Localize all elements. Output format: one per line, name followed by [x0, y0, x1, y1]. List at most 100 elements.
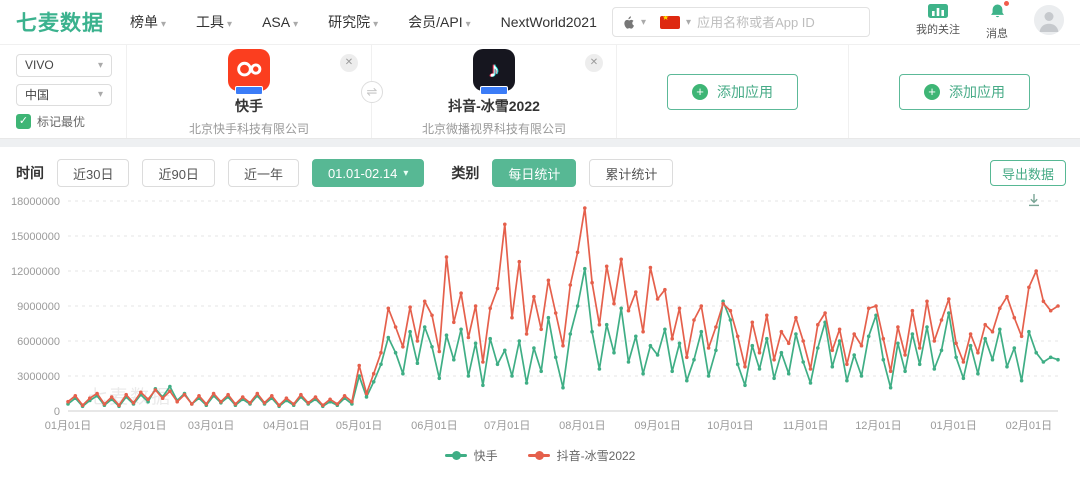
music-note-icon: ♪	[488, 56, 500, 82]
legend-marker-icon	[527, 451, 550, 460]
add-app-slot-1: + 添加应用	[617, 45, 849, 138]
chevron-down-icon: ▾	[293, 19, 299, 30]
mark-best-row: ✓ 标记最优	[16, 113, 112, 130]
app-icon-wrap: ♪	[473, 48, 515, 95]
legend-item-kuaishou[interactable]: 快手	[444, 447, 498, 464]
svg-text:01月01日: 01月01日	[930, 420, 976, 432]
chevron-down-icon: ▾	[403, 167, 409, 179]
svg-text:10月01日: 10月01日	[707, 420, 753, 432]
app-icon-ribbon	[480, 85, 508, 95]
app-compare-strip: VIVO ▾ 中国 ▾ ✓ 标记最优 快手 北京快手科技有限公司 ✕ ⇌ ♪	[0, 45, 1080, 139]
chevron-down-icon: ▾	[97, 89, 103, 101]
svg-text:0: 0	[54, 406, 60, 418]
svg-text:15000000: 15000000	[11, 231, 60, 243]
platform-filter-apple[interactable]: ▾	[621, 15, 646, 30]
chevron-down-icon: ▾	[465, 19, 471, 30]
nav-asa[interactable]: ASA ▾	[262, 14, 299, 30]
notification-badge	[1002, 0, 1010, 7]
svg-text:05月01日: 05月01日	[336, 420, 382, 432]
chart-legend: 快手 抖音-冰雪2022	[0, 447, 1080, 464]
category-label: 类别	[451, 165, 480, 181]
my-follow-button[interactable]: 我的关注	[916, 3, 960, 37]
chevron-down-icon: ▾	[161, 19, 167, 30]
nav-membership-api[interactable]: 会员/API ▾	[408, 14, 471, 30]
plus-icon: +	[692, 83, 708, 100]
downloads-line-chart[interactable]: 0 3000000 6000000 9000000 12000000 15000000 18…	[6, 193, 1074, 439]
close-icon[interactable]: ✕	[585, 54, 603, 72]
douyin-app-icon: ♪	[473, 48, 515, 91]
app-icon-ribbon	[235, 85, 263, 95]
legend-marker-icon	[444, 451, 467, 460]
svg-text:02月01日: 02月01日	[1006, 420, 1052, 432]
time-1y-button[interactable]: 近一年	[227, 159, 299, 187]
svg-text:01月01日: 01月01日	[45, 420, 91, 432]
svg-text:02月01日: 02月01日	[120, 420, 166, 432]
store-select[interactable]: VIVO ▾	[16, 54, 112, 77]
svg-text:09月01日: 09月01日	[634, 420, 680, 432]
search-input[interactable]	[697, 14, 874, 30]
app-name[interactable]: 快手	[235, 97, 263, 114]
svg-text:07月01日: 07月01日	[484, 420, 530, 432]
china-flag-icon: ★	[660, 15, 681, 29]
cumulative-stats-button[interactable]: 累计统计	[589, 159, 674, 187]
compare-filters: VIVO ▾ 中国 ▾ ✓ 标记最优	[0, 45, 127, 138]
mark-best-label: 标记最优	[37, 115, 86, 129]
bell-icon	[989, 0, 1010, 23]
qimai-logo[interactable]: 七麦数据	[16, 12, 104, 35]
chevron-down-icon: ▾	[373, 19, 379, 30]
add-app-slot-2: + 添加应用	[849, 45, 1080, 138]
time-90d-button[interactable]: 近90日	[142, 159, 215, 187]
nav-nextworld[interactable]: NextWorld2021	[500, 14, 597, 30]
region-filter-china[interactable]: ★ ▾	[660, 15, 692, 29]
bar-chart-icon	[928, 4, 948, 18]
time-label: 时间	[16, 165, 44, 181]
svg-text:03月01日: 03月01日	[188, 420, 234, 432]
time-30d-button[interactable]: 近30日	[57, 159, 130, 187]
country-select[interactable]: 中国 ▾	[16, 83, 112, 106]
app-card-kuaishou: 快手 北京快手科技有限公司 ✕	[127, 45, 372, 138]
svg-text:11月01日: 11月01日	[783, 420, 829, 432]
svg-text:12月01日: 12月01日	[855, 420, 901, 432]
svg-text:9000000: 9000000	[17, 301, 60, 313]
svg-text:04月01日: 04月01日	[263, 420, 309, 432]
nav-tools[interactable]: 工具 ▾	[196, 14, 233, 30]
nav-research[interactable]: 研究院 ▾	[328, 14, 379, 30]
app-search-bar: ▾ ★ ▾	[612, 7, 874, 37]
chevron-down-icon: ▾	[227, 19, 233, 30]
svg-text:七麦数据: 七麦数据	[88, 386, 172, 408]
chevron-down-icon: ▾	[686, 16, 692, 28]
apple-icon	[624, 15, 635, 29]
header-right: 我的关注 消息	[916, 0, 1064, 41]
svg-text:08月01日: 08月01日	[559, 420, 605, 432]
messages-button[interactable]: 消息	[986, 0, 1010, 41]
chart-panel: 时间 近30日 近90日 近一年 01.01-02.14 ▾ 类别 每日统计 累…	[0, 147, 1080, 481]
app-icon-wrap	[228, 48, 270, 95]
chevron-down-icon: ▾	[97, 59, 103, 71]
svg-text:06月01日: 06月01日	[411, 420, 457, 432]
chart-filter-row: 时间 近30日 近90日 近一年 01.01-02.14 ▾ 类别 每日统计 累…	[0, 147, 1080, 193]
chevron-down-icon: ▾	[641, 16, 647, 28]
app-company: 北京微播视界科技有限公司	[421, 121, 566, 136]
legend-item-douyin[interactable]: 抖音-冰雪2022	[527, 447, 635, 464]
close-icon[interactable]: ✕	[340, 54, 358, 72]
swap-apps-icon[interactable]: ⇌	[361, 81, 383, 103]
add-app-button[interactable]: + 添加应用	[667, 73, 798, 110]
daily-stats-button[interactable]: 每日统计	[492, 159, 577, 187]
svg-text:3000000: 3000000	[17, 371, 60, 383]
top-header: 七麦数据 榜单 ▾ 工具 ▾ ASA ▾ 研究院 ▾ 会员/API ▾ NextWorld…	[0, 0, 1080, 45]
plus-icon: +	[924, 83, 940, 100]
svg-text:6000000: 6000000	[17, 336, 60, 348]
app-name[interactable]: 抖音-冰雪2022	[448, 97, 540, 114]
export-data-button[interactable]: 导出数据	[989, 160, 1066, 186]
kuaishou-app-icon	[228, 48, 270, 91]
add-app-button[interactable]: + 添加应用	[899, 73, 1030, 110]
main-nav: 榜单 ▾ 工具 ▾ ASA ▾ 研究院 ▾ 会员/API ▾ NextWorld2021	[130, 12, 597, 32]
app-card-douyin: ♪ 抖音-冰雪2022 北京微播视界科技有限公司 ✕	[372, 45, 617, 138]
app-company: 北京快手科技有限公司	[188, 121, 309, 136]
nav-rankings[interactable]: 榜单 ▾	[130, 14, 167, 30]
svg-text:18000000: 18000000	[11, 196, 60, 208]
date-range-button[interactable]: 01.01-02.14 ▾	[311, 159, 425, 187]
mark-best-checkbox[interactable]: ✓	[16, 114, 31, 129]
download-chart-icon[interactable]	[1026, 192, 1042, 213]
user-avatar[interactable]	[1034, 5, 1064, 35]
